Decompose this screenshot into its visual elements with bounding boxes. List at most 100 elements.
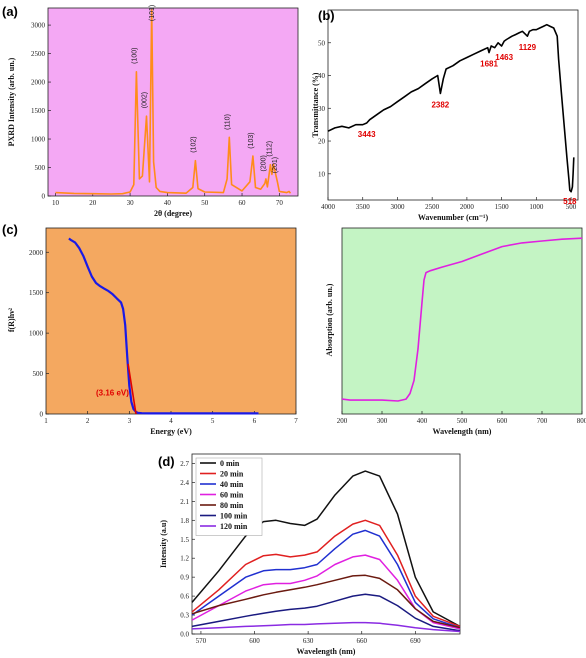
x-tick-label: 500 — [566, 203, 577, 211]
y-tick-label: 1500 — [29, 289, 44, 297]
band-label: 1129 — [519, 43, 537, 52]
y-tick-label: 0 — [40, 411, 44, 419]
series-line — [341, 237, 583, 402]
x-tick-label: 30 — [127, 199, 135, 207]
peak-label: (200) — [261, 155, 268, 171]
y-tick-label: 1.8 — [180, 517, 189, 525]
series-line — [327, 23, 575, 193]
legend-entry: 80 min — [220, 501, 244, 510]
band-label: 3443 — [358, 130, 376, 139]
legend-entry: 60 min — [220, 491, 244, 500]
peak-label: (103) — [248, 132, 255, 148]
x-tick-label: 660 — [356, 637, 367, 645]
series-line-120-min — [191, 621, 461, 633]
y-axis-label: Absorption (arb. un.) — [325, 283, 334, 356]
series-line — [55, 8, 292, 195]
y-tick-label: 20 — [318, 138, 326, 146]
x-tick-label: 7 — [294, 417, 298, 425]
legend-entry: 20 min — [220, 470, 244, 479]
x-tick-label: 50 — [201, 199, 209, 207]
x-tick-label: 690 — [410, 637, 421, 645]
x-tick-label: 4 — [169, 417, 173, 425]
x-tick-label: 3000 — [390, 203, 405, 211]
panel-label: (b) — [318, 8, 335, 23]
panel-label: (d) — [158, 454, 175, 469]
peak-label: (101) — [149, 5, 156, 21]
y-tick-label: 2.7 — [180, 460, 189, 468]
y-axis-label: PXRD Intensity (arb. un.) — [7, 57, 16, 146]
plot-area — [47, 7, 299, 197]
panel-label: (c) — [2, 222, 18, 237]
y-tick-label: 2.1 — [180, 498, 189, 506]
x-tick-label: 700 — [537, 417, 548, 425]
y-tick-label: 500 — [33, 370, 44, 378]
legend-entry: 120 min — [220, 522, 248, 531]
y-axis-label: Intensity (a.u) — [159, 520, 168, 568]
y-tick-label: 1000 — [31, 136, 46, 144]
x-axis-label: Wavelength (nm) — [433, 427, 492, 436]
legend-entry: 0 min — [220, 459, 240, 468]
x-tick-label: 200 — [337, 417, 348, 425]
x-tick-label: 600 — [497, 417, 508, 425]
y-tick-label: 0 — [42, 193, 46, 201]
peak-label: (002) — [142, 92, 149, 108]
peak-label: (100) — [131, 47, 138, 63]
y-tick-label: 0.9 — [180, 574, 189, 582]
chart-panel-a: (a) 10 20 30 40 50 60 70 0 500 1000 1500 2000 2500 300… — [2, 4, 299, 218]
x-tick-label: 10 — [52, 199, 60, 207]
x-tick-label: 1500 — [495, 203, 510, 211]
band-label: 518 — [563, 197, 577, 206]
x-tick-label: 1000 — [529, 203, 544, 211]
chart-panel-d: (d) 570 600 630 660 690 0.0 0.3 0.6 0.9 1.2 1.5 1.8 2… — [158, 453, 461, 656]
series-line — [68, 237, 259, 415]
y-tick-label: 2000 — [31, 79, 46, 87]
x-axis-label: Wavelength (nm) — [297, 647, 356, 656]
legend-entry: 40 min — [220, 480, 244, 489]
peak-label: (201) — [272, 157, 279, 173]
x-tick-label: 3500 — [356, 203, 371, 211]
y-tick-label: 1000 — [29, 330, 44, 338]
x-tick-label: 40 — [164, 199, 172, 207]
x-tick-label: 4000 — [321, 203, 336, 211]
x-tick-label: 5 — [211, 417, 215, 425]
series-line-40-min — [191, 529, 461, 629]
legend-box — [195, 457, 263, 536]
series-line-80-min — [191, 574, 461, 629]
y-tick-label: 30 — [318, 105, 326, 113]
chart-panel-c: (c) 1 2 3 4 5 6 7 0 500 1000 1500 2000 Energy (eV) f(R… — [2, 222, 298, 436]
band-label: 2382 — [431, 101, 449, 110]
band-label: 1463 — [495, 53, 513, 62]
y-tick-label: 0.6 — [180, 593, 189, 601]
x-tick-label: 1 — [44, 417, 48, 425]
y-tick-label: 2500 — [31, 50, 46, 58]
series-line-60-min — [191, 554, 461, 630]
plot-area — [45, 227, 297, 415]
y-tick-label: 0.0 — [180, 631, 189, 639]
x-tick-label: 20 — [89, 199, 97, 207]
x-tick-label: 400 — [417, 417, 428, 425]
band-label: 1681 — [480, 60, 498, 69]
x-tick-label: 2000 — [460, 203, 475, 211]
x-tick-label: 500 — [457, 417, 468, 425]
y-axis-label: Transmittance (%) — [311, 72, 320, 137]
chart-panel-b: (b) 4000 3500 3000 2500 2000 1500 1000 500 10 20 30… — [311, 8, 579, 222]
x-tick-label: 630 — [303, 637, 314, 645]
y-axis-label: f(R)hν² — [7, 307, 16, 332]
series-line-100-min — [191, 593, 461, 632]
x-tick-label: 570 — [196, 637, 207, 645]
chart-panel-uv: 200 300 400 500 600 700 800 Wavelength (nm) Abso… — [325, 227, 586, 436]
x-tick-label: 2500 — [425, 203, 440, 211]
x-axis-label: Energy (eV) — [150, 427, 192, 436]
x-axis-label: Wavenumber (cm⁻¹) — [418, 213, 489, 222]
y-tick-label: 2000 — [29, 249, 44, 257]
y-tick-label: 50 — [318, 39, 326, 47]
x-tick-label: 60 — [239, 199, 247, 207]
x-axis-label: 2θ (degree) — [154, 209, 192, 218]
x-tick-label: 800 — [577, 417, 586, 425]
plot-area — [327, 9, 579, 201]
y-tick-label: 500 — [35, 164, 46, 172]
x-tick-label: 3 — [128, 417, 132, 425]
x-tick-label: 600 — [249, 637, 260, 645]
tauc-fit-line — [127, 363, 137, 415]
